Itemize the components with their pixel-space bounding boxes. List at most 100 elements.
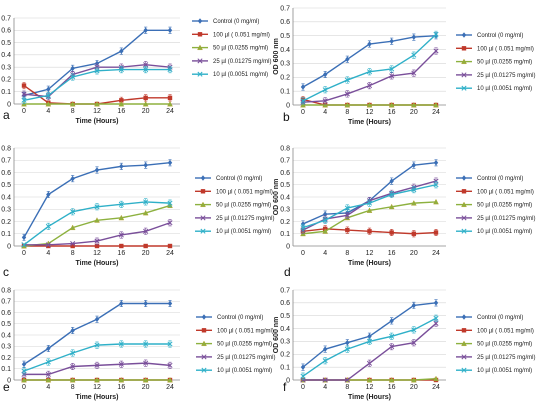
legend-marker bbox=[461, 228, 467, 234]
legend-label: 10 µl (0.0051 mg/ml) bbox=[213, 72, 268, 78]
data-point bbox=[143, 300, 148, 307]
series-line bbox=[302, 162, 437, 225]
data-point bbox=[94, 64, 100, 70]
data-point bbox=[345, 56, 350, 63]
data-point bbox=[366, 200, 373, 206]
data-point bbox=[411, 327, 417, 333]
data-point bbox=[46, 345, 51, 352]
data-point bbox=[411, 200, 417, 206]
x-tick-label: 4 bbox=[323, 250, 327, 257]
legend-marker bbox=[461, 201, 467, 208]
x-tick-label: 16 bbox=[388, 109, 396, 116]
x-tick-label: 8 bbox=[345, 109, 349, 116]
x-tick-label: 20 bbox=[142, 384, 150, 391]
legend-marker bbox=[200, 228, 206, 234]
data-point bbox=[45, 242, 51, 248]
x-tick-label: 0 bbox=[301, 250, 305, 257]
data-point bbox=[118, 67, 124, 73]
legend-label: Control (0 mg/ml) bbox=[213, 19, 259, 25]
y-tick-label: 0.2 bbox=[280, 219, 290, 226]
y-tick-label: 0.2 bbox=[280, 75, 290, 82]
data-point bbox=[143, 67, 149, 73]
y-tick-label: 0.6 bbox=[280, 170, 290, 177]
x-tick-label: 20 bbox=[410, 250, 418, 257]
y-tick-label: 0.7 bbox=[280, 287, 290, 294]
data-point bbox=[119, 243, 124, 249]
y-tick-label: 0.2 bbox=[1, 219, 11, 226]
x-tick-label: 20 bbox=[142, 108, 150, 115]
legend-marker bbox=[201, 367, 207, 373]
data-point bbox=[433, 315, 439, 321]
data-point bbox=[143, 199, 149, 205]
legend-marker bbox=[197, 58, 203, 64]
data-point bbox=[94, 68, 100, 74]
data-point bbox=[94, 362, 100, 368]
data-point bbox=[143, 27, 148, 34]
y-axis-title: OD 600 nm bbox=[273, 179, 280, 216]
legend-label: 25 µl (0.01275 mg/ml) bbox=[216, 216, 274, 222]
data-point bbox=[69, 224, 76, 231]
data-point bbox=[21, 242, 27, 248]
data-point bbox=[119, 300, 124, 307]
y-tick-label: 0 bbox=[286, 102, 290, 109]
x-tick-label: 20 bbox=[410, 384, 418, 391]
data-point bbox=[300, 225, 306, 231]
data-point bbox=[344, 91, 350, 97]
y-tick-label: 0.6 bbox=[1, 310, 11, 317]
data-point bbox=[167, 200, 173, 206]
data-point bbox=[411, 302, 417, 309]
x-tick-label: 12 bbox=[366, 384, 374, 391]
legend-label: 25 µl (0.01275 mg/ml) bbox=[217, 355, 275, 361]
legend-marker bbox=[201, 354, 207, 360]
data-point bbox=[118, 341, 124, 347]
y-tick-label: 0.7 bbox=[280, 5, 290, 12]
chart-panel-a: 0 0.1 0.2 0.3 0.4 0.5 0.6 0.7 0 4 8 12 16 20 24 Time (H… bbox=[0, 15, 271, 125]
x-tick-label: 0 bbox=[22, 250, 26, 257]
y-tick-label: 0 bbox=[286, 243, 290, 250]
y-tick-label: 0.3 bbox=[1, 64, 11, 71]
data-point bbox=[389, 66, 395, 72]
legend-marker bbox=[461, 32, 467, 38]
data-point bbox=[345, 227, 350, 233]
data-point bbox=[94, 376, 100, 383]
data-point bbox=[433, 300, 439, 306]
panel-letter: a bbox=[3, 108, 10, 122]
data-point bbox=[167, 362, 173, 368]
x-tick-label: 16 bbox=[117, 250, 125, 257]
data-point bbox=[300, 98, 306, 104]
x-tick-label: 16 bbox=[388, 250, 396, 257]
data-point bbox=[45, 371, 51, 377]
data-point bbox=[322, 98, 328, 104]
data-point bbox=[143, 360, 149, 366]
data-point bbox=[322, 358, 328, 364]
x-tick-label: 8 bbox=[71, 250, 75, 257]
y-tick-label: 0.5 bbox=[1, 182, 11, 189]
y-tick-label: 0.8 bbox=[1, 145, 11, 152]
x-tick-label: 24 bbox=[432, 109, 440, 116]
data-point bbox=[94, 217, 100, 223]
data-point bbox=[94, 167, 100, 173]
y-tick-label: 0.5 bbox=[1, 40, 11, 47]
legend-label: 50 µl (0.0255 mg/ml) bbox=[477, 342, 532, 348]
data-point bbox=[21, 97, 27, 103]
data-point bbox=[389, 38, 394, 45]
data-point bbox=[366, 101, 373, 108]
legend-label: 10 µl (0.0051 mg/ml) bbox=[477, 368, 532, 374]
panel-letter: b bbox=[283, 110, 290, 124]
y-tick-label: 0.3 bbox=[1, 344, 11, 351]
data-point bbox=[322, 346, 328, 352]
legend-label: 50 µl (0.0255 mg/ml) bbox=[217, 342, 272, 348]
data-point bbox=[411, 101, 417, 108]
x-axis-title: Time (Hours) bbox=[75, 118, 118, 125]
y-tick-label: 0.2 bbox=[1, 355, 11, 362]
y-tick-label: 0.6 bbox=[1, 28, 11, 35]
x-tick-label: 20 bbox=[410, 109, 418, 116]
legend-label: Control (0 mg/ml) bbox=[217, 315, 263, 321]
data-point bbox=[46, 191, 51, 198]
y-tick-label: 0.1 bbox=[280, 231, 290, 238]
data-point bbox=[46, 86, 51, 93]
y-tick-label: 0.4 bbox=[280, 194, 290, 201]
legend-marker bbox=[200, 201, 206, 208]
legend-label: 100 µl ( 0.051 mg/ml) bbox=[477, 328, 534, 334]
legend-label: Control (0 mg/ml) bbox=[477, 33, 523, 39]
